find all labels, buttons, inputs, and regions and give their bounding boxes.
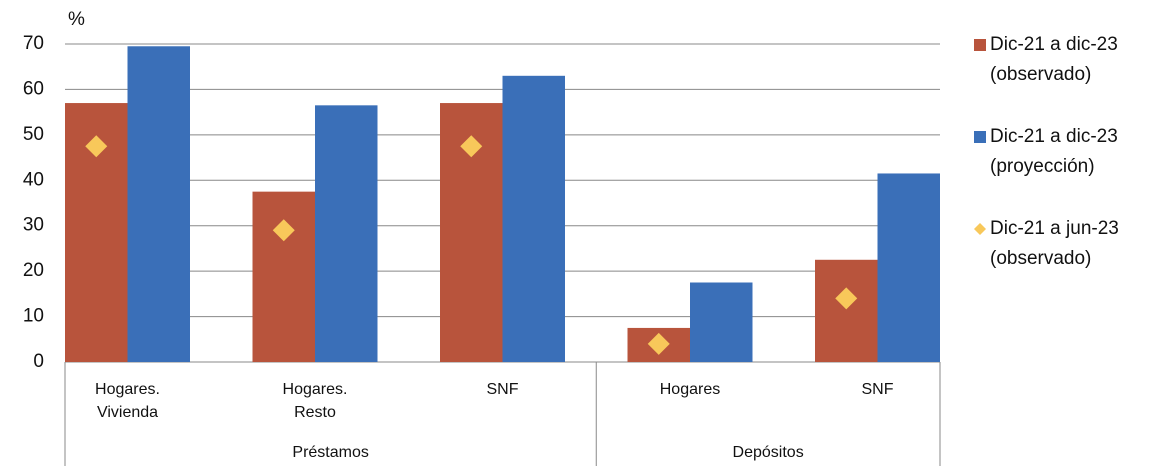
legend-swatch — [974, 39, 986, 51]
legend-label: (observado) — [990, 64, 1091, 85]
marker — [85, 135, 108, 158]
unit-label: % — [68, 9, 85, 30]
y-tick-label: 20 — [23, 260, 44, 281]
x-tick-label: SNF — [487, 381, 519, 398]
y-tick-label: 40 — [23, 169, 44, 190]
marker — [272, 219, 295, 242]
legend-label: (observado) — [990, 248, 1091, 269]
legend-label: (proyección) — [990, 156, 1095, 177]
marker — [460, 135, 483, 158]
group-label: Depósitos — [733, 444, 804, 461]
legend-swatch — [974, 131, 986, 143]
bar — [690, 282, 753, 362]
bar — [252, 191, 315, 362]
legend-label: Dic-21 a jun-23 — [990, 218, 1119, 239]
bar — [127, 46, 190, 363]
x-tick-label: Hogares. — [95, 381, 160, 398]
bar — [815, 259, 878, 362]
bar — [877, 173, 940, 362]
x-tick-label: Hogares — [660, 381, 720, 398]
bar — [315, 105, 378, 362]
marker — [647, 332, 670, 355]
legend-swatch — [974, 223, 986, 235]
y-tick-label: 10 — [23, 306, 44, 327]
y-tick-label: 30 — [23, 215, 44, 236]
y-tick-label: 70 — [23, 33, 44, 54]
y-tick-label: 60 — [23, 78, 44, 99]
bar — [502, 75, 565, 363]
x-tick-label: Vivienda — [97, 404, 158, 421]
group-label: Préstamos — [292, 444, 368, 461]
y-tick-label: 0 — [33, 351, 44, 372]
y-tick-label: 50 — [23, 124, 44, 145]
legend-label: Dic-21 a dic-23 — [990, 34, 1118, 55]
x-tick-label: SNF — [862, 381, 894, 398]
x-tick-label: Resto — [294, 404, 336, 421]
marker — [835, 287, 858, 310]
legend-label: Dic-21 a dic-23 — [990, 126, 1118, 147]
x-tick-label: Hogares. — [283, 381, 348, 398]
